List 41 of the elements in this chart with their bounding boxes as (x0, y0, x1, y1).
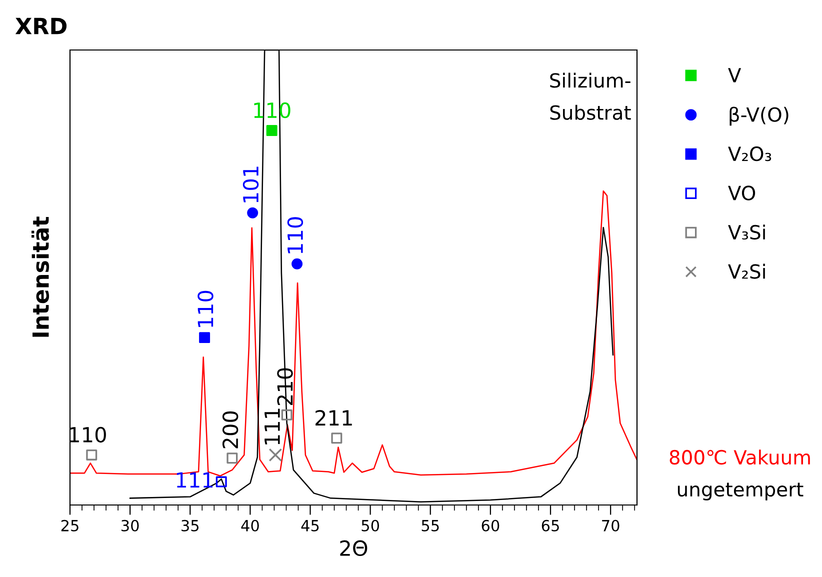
x-tick-label: 25 (61, 520, 78, 532)
legend-label: V₂O₃ (728, 146, 772, 162)
x-tick-label: 55 (422, 520, 439, 532)
point (199, 332, 210, 344)
x-tick-label: 70 (602, 520, 620, 532)
point (268, 448, 282, 462)
point (266, 125, 278, 136)
text: ungetempert (678, 482, 804, 500)
point (226, 452, 238, 464)
series-label: 800℃ Vakuum (670, 450, 810, 465)
annotation: 200 (222, 411, 238, 448)
annotation: 110 (70, 426, 106, 443)
annotation: 111 (264, 408, 280, 444)
x-axis-title: 2Θ (340, 540, 368, 556)
y-axis-title: Intensität (32, 216, 50, 337)
annotation: 210 (277, 368, 293, 406)
x-tick-label: 35 (182, 520, 199, 532)
legend-label: VO (728, 186, 756, 200)
point (331, 432, 342, 444)
x-tick-label: 65 (542, 520, 559, 532)
annotation: 101 (242, 166, 259, 202)
annotation: 211 (316, 410, 352, 426)
legend-label: β-V(O) (730, 106, 788, 126)
x-tick-label: 30 (122, 520, 139, 532)
chart-title: XRD (15, 18, 67, 34)
point (216, 476, 227, 488)
point (292, 258, 303, 270)
annotation: 110 (198, 290, 214, 327)
x-tick-label: 45 (301, 520, 319, 532)
x-tick-label: 40 (241, 520, 259, 532)
point (247, 207, 258, 218)
point (281, 409, 292, 420)
legend-label: V₃Si (728, 224, 765, 240)
legend-label: V (728, 68, 742, 82)
annotation: 111 (176, 472, 212, 488)
x-tick-label: 60 (482, 520, 500, 532)
legend-label: V₂Si (728, 264, 765, 279)
annotation: 110 (287, 217, 304, 254)
point (86, 449, 98, 460)
x-tick-label: 50 (362, 520, 380, 532)
annotation: Silizium- Substrat (550, 72, 631, 120)
